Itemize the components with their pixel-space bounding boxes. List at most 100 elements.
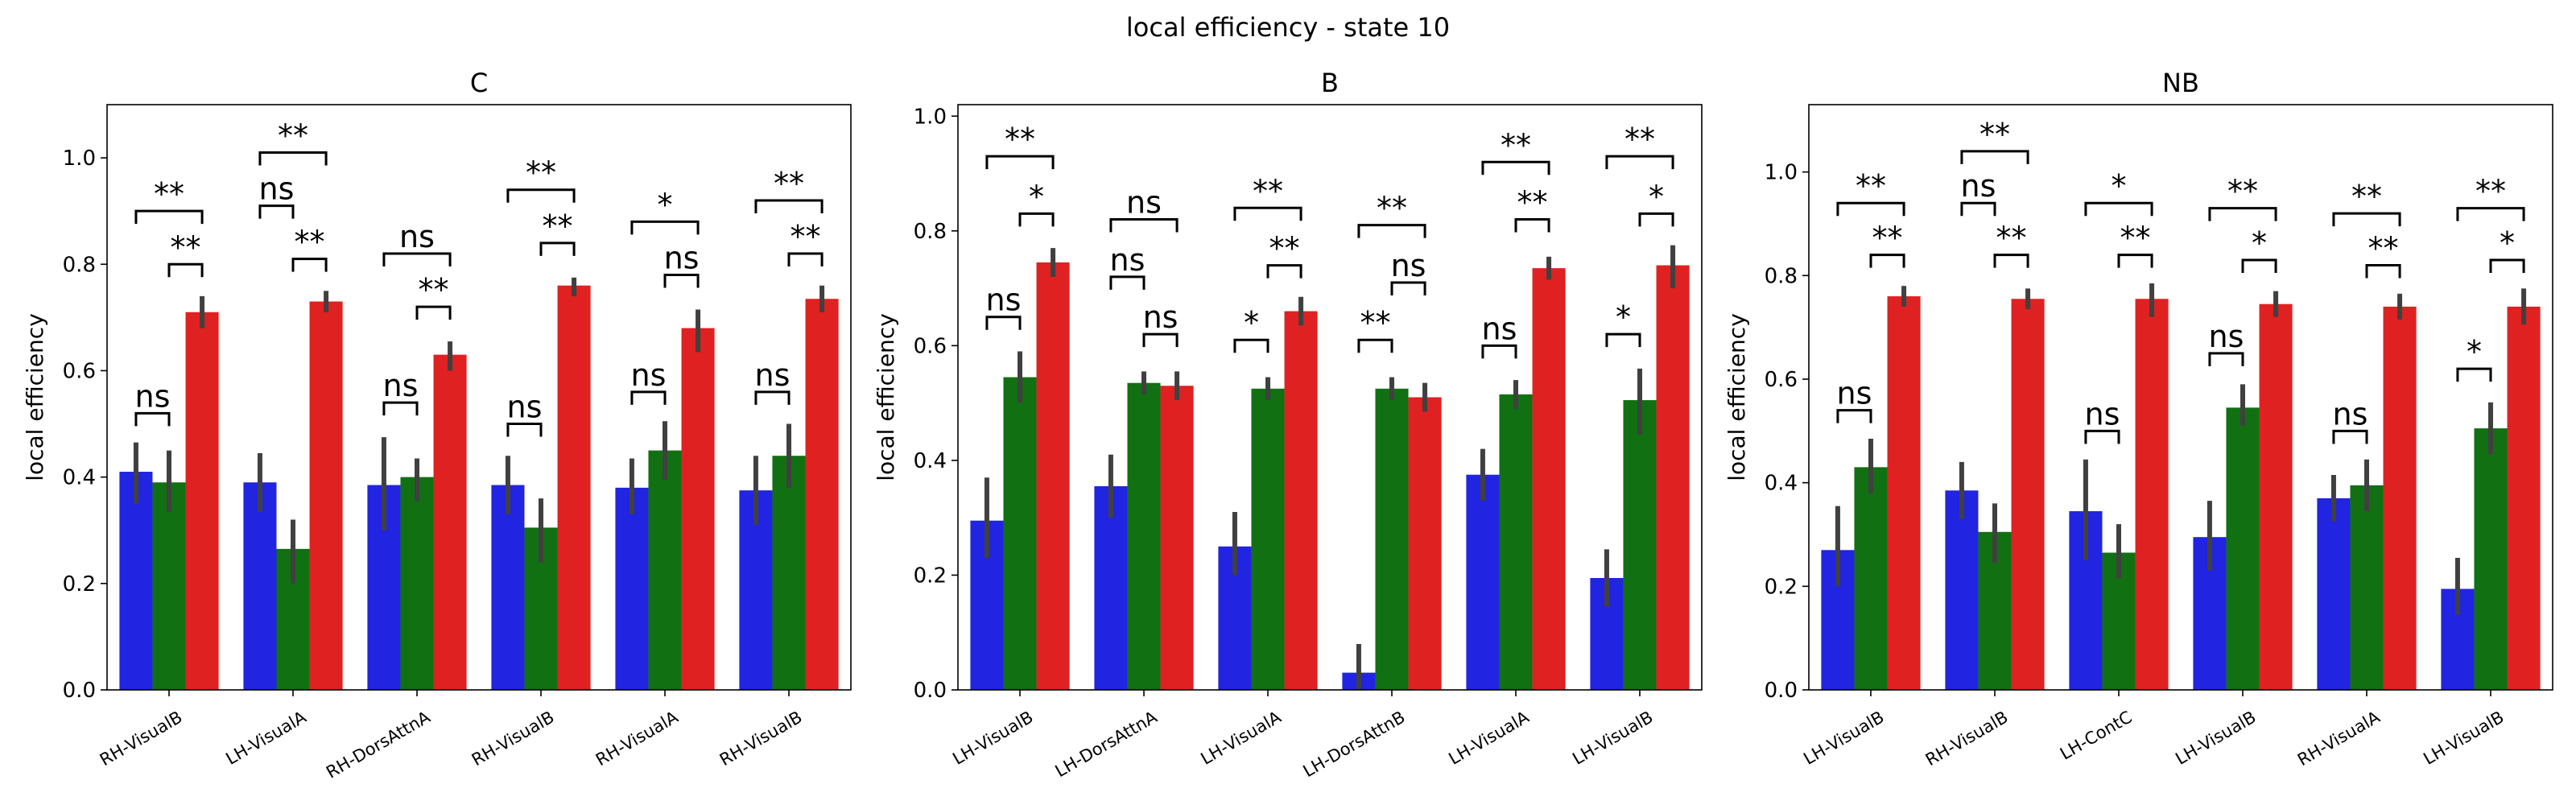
significance-label: ** (543, 208, 573, 244)
significance-bracket (1993, 254, 2029, 268)
significance-label: ** (419, 272, 449, 308)
significance-bracket (985, 316, 1022, 330)
significance-bracket (291, 258, 328, 272)
bar-green (2350, 485, 2384, 690)
significance-label: ** (2368, 230, 2399, 266)
bar-red (185, 312, 219, 690)
y-tick-label: 1.0 (1765, 161, 1798, 185)
significance-label: * (1616, 299, 1631, 335)
significance-bracket (2241, 258, 2277, 274)
y-tick-label: 0.0 (914, 679, 947, 703)
significance-label: ns (399, 219, 435, 254)
bar-red (681, 328, 715, 690)
y-tick-label: 0.0 (63, 679, 96, 703)
significance-label: * (1244, 305, 1259, 341)
bar-red (1887, 296, 1921, 690)
significance-label: ** (1979, 117, 2010, 152)
y-tick-label: 1.0 (914, 105, 947, 129)
significance-label: * (1649, 179, 1664, 214)
significance-label: ns (259, 171, 295, 207)
bar-blue (1466, 474, 1500, 690)
bar-green (2226, 407, 2260, 690)
significance-bracket (258, 204, 295, 219)
significance-label: ** (278, 118, 308, 153)
significance-bracket (1836, 409, 1872, 423)
significance-label: ** (1269, 231, 1300, 266)
bar-red (2259, 303, 2293, 690)
significance-bracket (2456, 207, 2525, 221)
significance-label: ** (1377, 191, 1407, 226)
y-tick-label: 0.6 (1765, 368, 1798, 392)
significance-bracket (134, 411, 171, 427)
significance-bracket (258, 151, 328, 166)
significance-bracket (1638, 212, 1674, 227)
significance-bracket (1109, 275, 1146, 290)
significance-label: * (2112, 168, 2127, 204)
significance-label: ns (664, 240, 700, 275)
y-tick-label: 0.4 (914, 449, 947, 473)
significance-bracket (2489, 258, 2525, 274)
bar-green (1251, 388, 1285, 690)
significance-bracket (415, 305, 452, 320)
significance-label: * (2500, 225, 2515, 261)
significance-bracket (506, 188, 576, 203)
bar-red (1036, 262, 1070, 691)
figure-title: local efficiency - state 10 (1126, 12, 1450, 43)
significance-bracket (1960, 150, 2029, 164)
significance-bracket (1266, 264, 1302, 279)
significance-bracket (1357, 338, 1393, 353)
bar-green (1854, 467, 1888, 690)
significance-bracket (1390, 281, 1426, 295)
significance-bracket (1233, 206, 1302, 221)
bar-blue (1094, 485, 1128, 690)
significance-label: ns (631, 357, 667, 393)
significance-label: ** (2351, 179, 2382, 214)
significance-label: ns (1126, 185, 1162, 221)
significance-label: ** (1872, 221, 1903, 256)
significance-bracket (985, 155, 1055, 170)
bar-red (2507, 306, 2541, 690)
significance-label: ** (1253, 173, 1283, 208)
significance-bracket (2365, 263, 2401, 279)
y-tick-label: 0.2 (63, 572, 96, 597)
axes-frame (957, 104, 1703, 691)
bar-red (2383, 306, 2417, 690)
bar-red (433, 354, 467, 690)
bar-red (1532, 268, 1566, 691)
axes-frame (1808, 104, 2553, 691)
bar-red (309, 301, 343, 690)
bar-green (1623, 400, 1657, 690)
y-tick-label: 1.0 (63, 147, 96, 171)
significance-bracket (1605, 155, 1674, 170)
significance-label: ** (1360, 305, 1390, 341)
significance-bracket (787, 252, 824, 267)
significance-bracket (630, 220, 700, 235)
significance-label: ns (1110, 242, 1146, 278)
significance-label: ns (1482, 311, 1517, 346)
significance-label: ns (755, 357, 791, 393)
y-tick-label: 0.4 (63, 466, 96, 490)
axes-frame (106, 104, 852, 691)
significance-bracket (2332, 212, 2401, 227)
significance-bracket (630, 390, 667, 405)
significance-bracket (2208, 207, 2277, 221)
significance-label: ns (2333, 396, 2368, 431)
y-tick-label: 0.8 (63, 253, 96, 277)
significance-label: * (2252, 225, 2267, 261)
bar-red (2135, 299, 2169, 690)
bar-green (648, 450, 682, 690)
bar-red (1284, 311, 1318, 690)
significance-label: ** (1624, 122, 1655, 157)
y-axis-label: local efficiency (873, 313, 899, 481)
bar-red (1656, 265, 1690, 691)
significance-bracket (2117, 254, 2153, 268)
significance-bracket (1357, 224, 1426, 238)
bar-red (1160, 386, 1194, 690)
bar-green (152, 482, 186, 690)
y-tick-label: 0.0 (1765, 679, 1798, 703)
bar-green (1127, 382, 1161, 690)
bar-red (2011, 299, 2045, 690)
bar-blue (1945, 490, 1979, 690)
significance-bracket (539, 242, 576, 256)
significance-bracket (382, 252, 452, 267)
